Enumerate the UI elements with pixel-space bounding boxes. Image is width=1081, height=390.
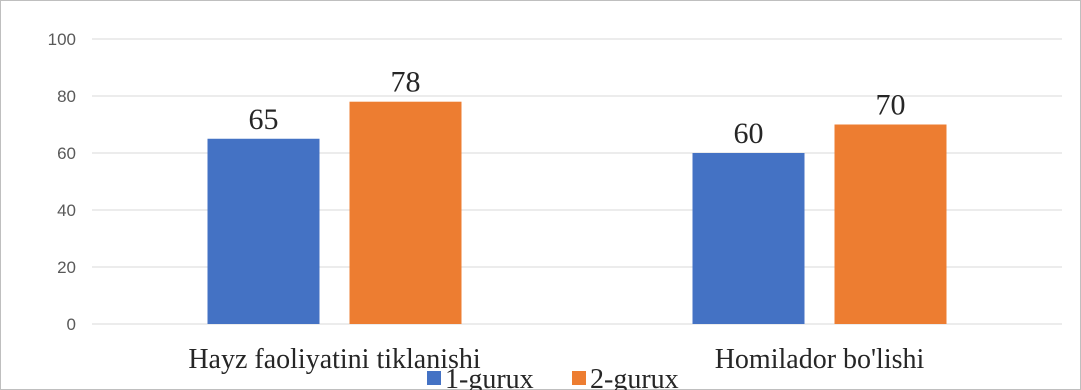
legend-swatch-1-gurux [427, 371, 441, 385]
bars [207, 101, 947, 324]
data-label: 78 [391, 66, 421, 99]
bar-2-gurux-2 [834, 124, 947, 324]
data-labels: 65 78 60 70 [249, 66, 906, 150]
legend-label: 1-gurux [445, 364, 534, 390]
y-tick-label: 100 [48, 30, 76, 49]
bar-1-gurux-1 [207, 138, 320, 324]
y-axis-ticks: 0 20 40 60 80 100 [48, 30, 76, 334]
data-label: 65 [249, 103, 279, 136]
y-tick-label: 60 [57, 144, 76, 163]
y-tick-label: 80 [57, 87, 76, 106]
bar-2-gurux-1 [349, 101, 462, 324]
data-label: 70 [876, 89, 906, 122]
legend-swatch-2-gurux [572, 371, 586, 385]
y-tick-label: 20 [57, 258, 76, 277]
legend-label: 2-gurux [590, 364, 679, 390]
category-label: Homilador bo'lishi [715, 344, 925, 375]
y-tick-label: 0 [67, 315, 76, 334]
data-label: 60 [734, 117, 764, 150]
y-tick-label: 40 [57, 201, 76, 220]
legend: 1-gurux 2-gurux [427, 364, 679, 390]
bar-1-gurux-2 [692, 153, 805, 324]
category-label: Hayz faoliyatini tiklanishi [188, 344, 481, 375]
category-labels: Hayz faoliyatini tiklanishi Homilador bo'… [188, 344, 924, 375]
